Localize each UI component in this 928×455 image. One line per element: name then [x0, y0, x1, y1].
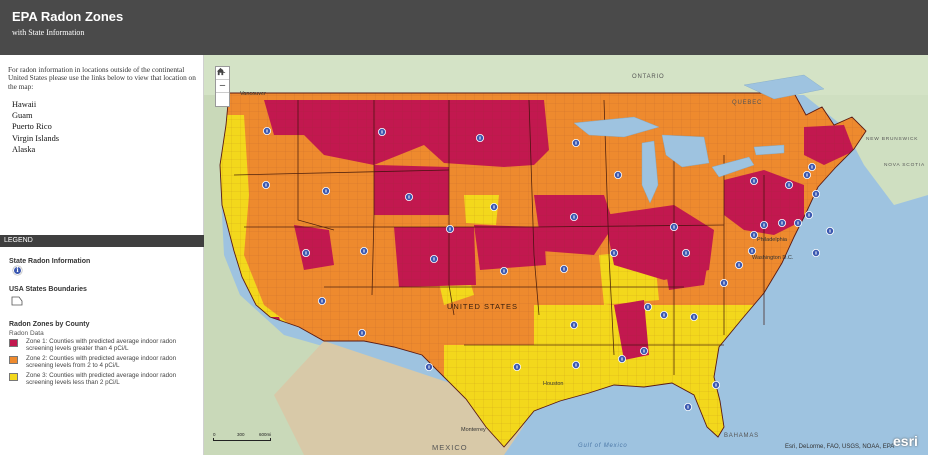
legend-zone-3: Zone 3: Counties with predicted average …	[9, 372, 201, 390]
scale-label-mid: 300	[237, 432, 245, 437]
zone-2-swatch	[9, 356, 18, 364]
label-new-brunswick: NEW BRUNSWICK	[866, 137, 919, 142]
state-boundaries	[233, 99, 765, 375]
legend-zones-sub: Radon Data	[9, 330, 44, 337]
label-nova-scotia: NOVA SCOTIA	[884, 163, 925, 168]
link-puerto-rico[interactable]: Puerto Rico	[12, 122, 52, 132]
legend-zones-heading: Radon Zones by County	[9, 321, 90, 328]
legend-state-info-heading: State Radon Information	[9, 258, 91, 265]
zoom-controls: + −	[215, 66, 230, 107]
label-bahamas: BAHAMAS	[724, 433, 759, 439]
state-boundary-polygon-icon	[11, 296, 23, 306]
info-circle-icon: i	[13, 266, 22, 275]
label-mexico: MEXICO	[432, 443, 468, 452]
link-guam[interactable]: Guam	[12, 111, 33, 121]
app-subtitle: with State Information	[12, 28, 85, 37]
city-houston: Houston	[543, 381, 564, 387]
link-virgin-islands[interactable]: Virgin Islands	[12, 133, 60, 143]
zone-2-label: Zone 2: Counties with predicted average …	[26, 355, 177, 370]
label-united-states: UNITED STATES	[447, 302, 519, 311]
zone-3-swatch	[9, 373, 18, 381]
zone-1-label: Zone 1: Counties with predicted average …	[26, 338, 177, 353]
home-icon	[216, 67, 225, 76]
intro-text: For radon information in locations outsi…	[8, 65, 196, 91]
scale-label-left: 0	[213, 432, 216, 437]
city-monterrey: Monterrey	[461, 427, 486, 433]
location-links: Hawaii Guam Puerto Rico Virgin Islands A…	[12, 99, 59, 155]
maritimes-land	[804, 95, 928, 205]
link-hawaii[interactable]: Hawaii	[12, 100, 37, 109]
esri-logo[interactable]: esri	[893, 433, 918, 449]
map-attribution[interactable]: Esri, DeLorme, FAO, USGS, NOAA, EPA	[785, 444, 895, 450]
city-philadelphia: Philadelphia	[757, 237, 787, 243]
zone-3-label: Zone 3: Counties with predicted average …	[26, 372, 177, 387]
app-title: EPA Radon Zones	[12, 9, 124, 24]
sidebar: For radon information in locations outsi…	[0, 55, 204, 455]
map-canvas[interactable]	[204, 55, 928, 455]
map-view[interactable]: + − ONTARIO QUEBEC UNITED STATES MEXICO …	[204, 55, 928, 455]
mexico-land	[274, 341, 534, 455]
scale-bar: 0 300 600mi	[213, 432, 271, 442]
label-quebec: QUEBEC	[732, 100, 763, 106]
link-alaska[interactable]: Alaska	[12, 144, 36, 154]
label-gulf-of-mexico: Gulf of Mexico	[578, 443, 628, 449]
label-ontario: ONTARIO	[632, 74, 665, 80]
city-vancouver: Vancouver	[240, 91, 266, 97]
legend-zone-2: Zone 2: Counties with predicted average …	[9, 355, 201, 373]
zoom-out-button[interactable]: −	[216, 80, 229, 93]
great-lakes	[573, 74, 825, 204]
pacific-coast-land	[204, 95, 464, 455]
legend-header[interactable]: LEGEND	[0, 235, 204, 247]
app-header: EPA Radon Zones with State Information	[0, 0, 928, 55]
legend-boundaries-heading: USA States Boundaries	[9, 286, 87, 293]
zone-1-swatch	[9, 339, 18, 347]
scale-label-right: 600mi	[259, 432, 272, 437]
legend-zone-1: Zone 1: Counties with predicted average …	[9, 338, 201, 356]
city-washington: Washington D.C.	[752, 255, 794, 261]
home-button[interactable]	[216, 67, 229, 106]
